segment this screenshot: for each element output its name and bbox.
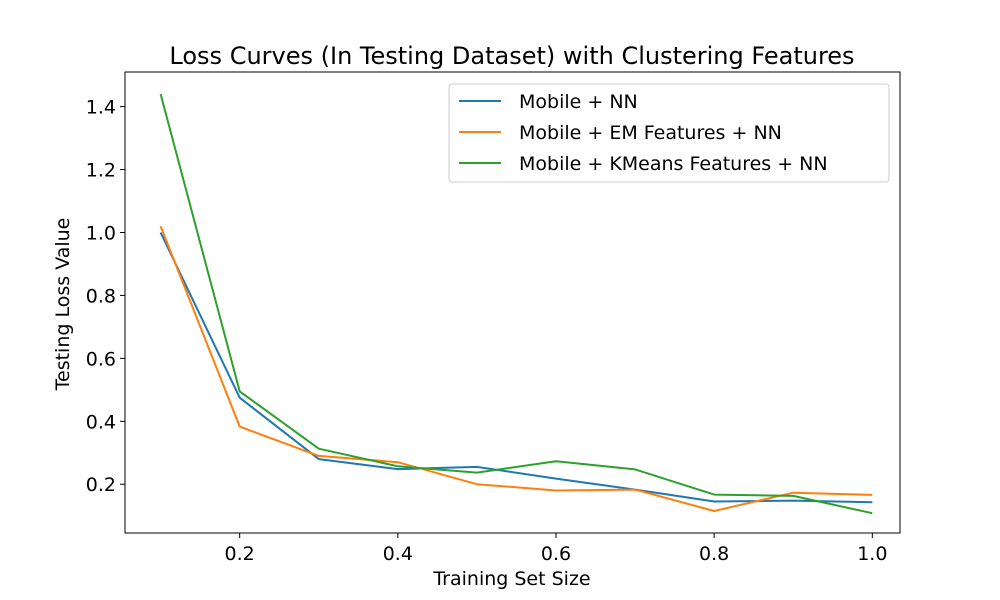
x-tick-label: 0.8 (699, 543, 729, 565)
plot-area: 0.2 0.4 0.6 0.8 1.0 0.2 0.4 0.6 0.8 1.0 1.2 1.4 (86, 71, 901, 565)
y-tick-label: 0.6 (86, 348, 116, 370)
x-tick-label: 0.4 (383, 543, 413, 565)
legend-box (448, 83, 890, 183)
x-tick-label: 0.6 (541, 543, 571, 565)
x-axis-label: Training Set Size (432, 568, 590, 590)
x-tick-label: 1.0 (857, 543, 887, 565)
y-tick-label: 1.2 (86, 160, 116, 182)
series-line-2 (159, 225, 873, 512)
series-line-3 (159, 93, 873, 515)
y-tick-label: 0.4 (86, 411, 116, 433)
y-tick-label: 1.0 (86, 222, 116, 244)
legend-label-2: Mobile + EM Features + NN (519, 122, 782, 144)
series-line-1 (159, 232, 873, 504)
y-axis-label: Testing Loss Value (52, 218, 74, 392)
y-tick-label: 1.4 (86, 97, 116, 119)
chart-title: Loss Curves (In Testing Dataset) with Cl… (169, 42, 854, 70)
legend-label-1: Mobile + NN (519, 91, 638, 113)
y-tick-label: 0.8 (86, 285, 116, 307)
x-tick-label: 0.2 (225, 543, 255, 565)
axes-frame (124, 71, 901, 534)
legend: Mobile + NN Mobile + EM Features + NN Mobi… (448, 83, 890, 183)
y-tick-label: 0.2 (86, 474, 116, 496)
legend-label-3: Mobile + KMeans Features + NN (519, 153, 828, 175)
